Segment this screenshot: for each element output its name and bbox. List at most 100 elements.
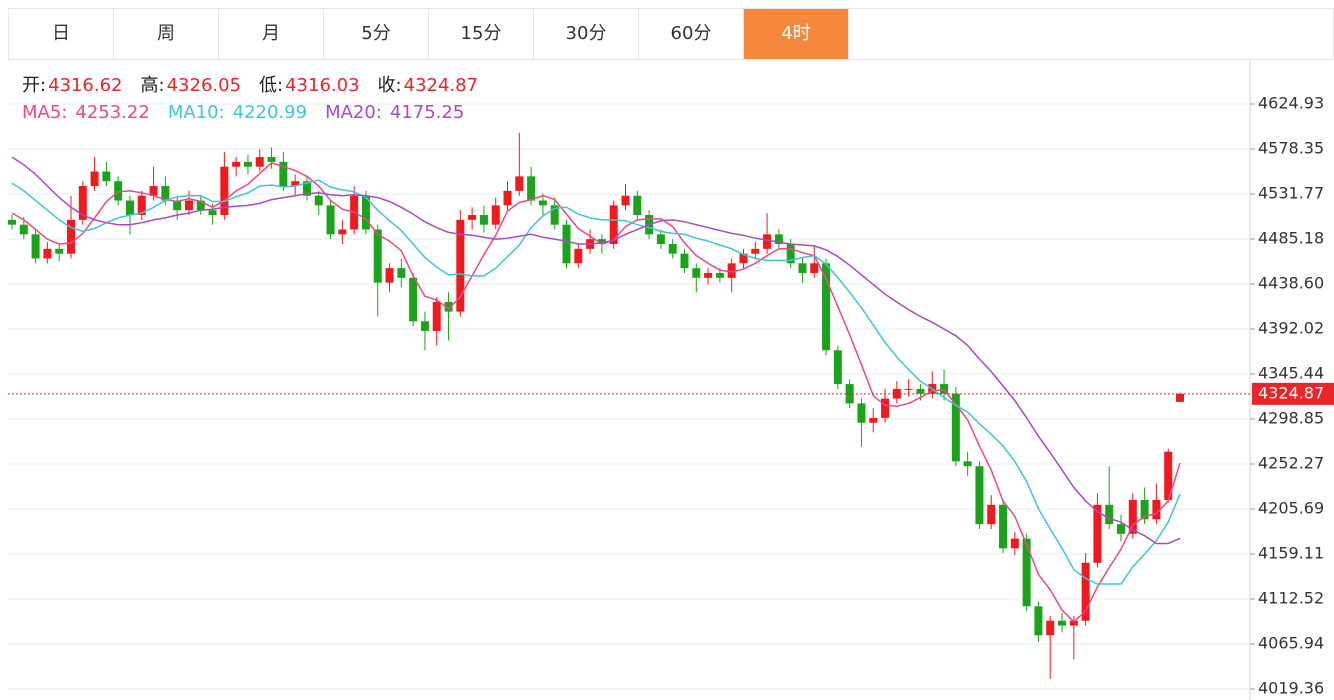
ohlc-label: 低: bbox=[259, 75, 284, 96]
y-tick-label: 4578.35 bbox=[1258, 138, 1324, 157]
ohlc-label: 收: bbox=[377, 75, 402, 96]
candle-body bbox=[739, 253, 748, 264]
y-tick-label: 4531.77 bbox=[1258, 183, 1324, 202]
candle-body bbox=[786, 244, 795, 264]
candle-body bbox=[31, 234, 40, 259]
y-tick-label: 4112.52 bbox=[1258, 589, 1324, 608]
candle-body bbox=[1152, 500, 1161, 520]
candle-body bbox=[822, 263, 831, 351]
candle-body bbox=[468, 215, 477, 220]
candle-body bbox=[90, 171, 99, 187]
y-tick-label: 4252.27 bbox=[1258, 453, 1324, 472]
candle-body bbox=[43, 248, 52, 259]
ma-label: MA10: bbox=[167, 102, 225, 123]
candle-body bbox=[55, 248, 64, 254]
candle-body bbox=[963, 461, 972, 467]
candle-body bbox=[515, 176, 524, 191]
tab[interactable]: 月 bbox=[219, 9, 324, 59]
candle-body bbox=[1093, 504, 1102, 563]
tab[interactable]: 5分 bbox=[324, 9, 429, 59]
ohlc-row: 开: 4316.62 高: 4326.05 低: 4316.03 收: 4324.87 bbox=[22, 72, 480, 99]
tab[interactable]: 60分 bbox=[639, 9, 744, 59]
candle-body bbox=[538, 200, 547, 206]
ohlc-value: 4316.62 bbox=[48, 75, 123, 96]
candle-body bbox=[527, 176, 536, 201]
candle-body bbox=[1058, 620, 1067, 626]
candle-body bbox=[987, 504, 996, 525]
last-price-box bbox=[1252, 382, 1334, 405]
tab[interactable]: 30分 bbox=[534, 9, 639, 59]
candle-body bbox=[550, 205, 559, 225]
candle-body bbox=[1010, 538, 1019, 549]
candle-body bbox=[373, 229, 382, 283]
candle-body bbox=[291, 181, 300, 187]
candle-body bbox=[314, 195, 323, 206]
candle-body bbox=[1128, 500, 1137, 534]
tab[interactable]: 15分 bbox=[429, 9, 534, 59]
candle-body bbox=[692, 268, 701, 278]
candle-body bbox=[1069, 620, 1078, 626]
candle-body bbox=[869, 417, 878, 423]
candle-body bbox=[904, 388, 913, 390]
candle-body bbox=[78, 186, 87, 220]
candle-body bbox=[1105, 504, 1114, 525]
candle-body bbox=[267, 157, 276, 162]
tab[interactable]: 周 bbox=[114, 9, 219, 59]
y-tick-label: 4485.18 bbox=[1258, 228, 1324, 247]
candle-body bbox=[397, 268, 406, 278]
ma-row: MA5: 4253.22 MA10: 4220.99 MA20: 4175.25 bbox=[22, 99, 480, 126]
candle-body bbox=[1117, 524, 1126, 534]
ma-line bbox=[11, 156, 1181, 545]
candle-body bbox=[999, 504, 1008, 549]
candle-body bbox=[479, 215, 488, 225]
candle-body bbox=[184, 200, 193, 211]
ohlc-value: 4316.03 bbox=[285, 75, 360, 96]
candle-body bbox=[232, 161, 241, 167]
candle-body bbox=[66, 219, 75, 254]
candle-body bbox=[562, 224, 571, 264]
candle-body bbox=[220, 166, 229, 216]
candle-body bbox=[432, 301, 441, 331]
candle-body bbox=[975, 466, 984, 525]
candle-body bbox=[1046, 620, 1055, 636]
ma-value: 4175.25 bbox=[389, 102, 465, 123]
tab-bar: 日周月 5分 15分 30分 60分 4时 bbox=[8, 8, 1334, 60]
tab[interactable]: 4时 bbox=[744, 9, 849, 59]
ohlc-label: 高: bbox=[140, 75, 165, 96]
candle-body bbox=[102, 171, 111, 182]
ohlc-value: 4324.87 bbox=[403, 75, 479, 96]
candle-body bbox=[125, 200, 134, 216]
candle-body bbox=[574, 248, 583, 264]
tab[interactable]: 日 bbox=[9, 9, 114, 59]
candle-body bbox=[255, 157, 264, 167]
y-tick-label: 4019.36 bbox=[1258, 678, 1324, 697]
candle-body bbox=[727, 263, 736, 278]
candle-body bbox=[196, 200, 205, 211]
candle-body bbox=[444, 301, 453, 312]
candle-body bbox=[1164, 451, 1173, 501]
candle-body bbox=[668, 244, 677, 254]
ma-line bbox=[11, 162, 1181, 623]
candle-body bbox=[385, 268, 394, 283]
y-tick-label: 4624.93 bbox=[1258, 93, 1324, 112]
ohlc-value: 4326.05 bbox=[166, 75, 242, 96]
candle-body bbox=[633, 195, 642, 216]
ma-line bbox=[11, 179, 1181, 585]
candle-body bbox=[137, 195, 146, 216]
candle-body bbox=[715, 272, 724, 278]
candle-body bbox=[409, 277, 418, 322]
y-tick-label: 4392.02 bbox=[1258, 318, 1324, 337]
candle-body bbox=[302, 181, 311, 196]
candle-body bbox=[338, 229, 347, 235]
candle-body bbox=[420, 321, 429, 331]
candle-body bbox=[208, 210, 217, 216]
candle-body bbox=[680, 253, 689, 269]
candle-body bbox=[763, 234, 772, 249]
candle-body bbox=[114, 181, 123, 201]
candle-body bbox=[1034, 606, 1043, 636]
candle-body bbox=[243, 161, 252, 167]
candle-body bbox=[326, 205, 335, 235]
candle-body bbox=[1140, 500, 1149, 520]
y-tick-label: 4298.85 bbox=[1258, 408, 1324, 427]
candle-body bbox=[597, 239, 606, 245]
